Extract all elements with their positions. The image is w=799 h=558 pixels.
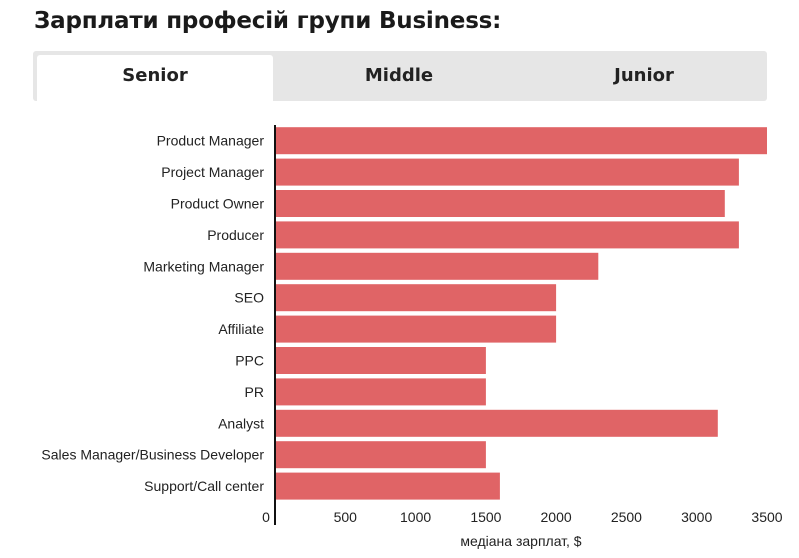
category-label-0: Product Manager	[157, 133, 265, 149]
category-label-2: Product Owner	[171, 196, 265, 212]
tab-bar: Senior Middle Junior	[33, 51, 767, 101]
page-title: Зарплати професій групи Business:	[34, 8, 502, 34]
x-tick-label-4: 2000	[541, 509, 572, 525]
bar-3	[275, 221, 739, 249]
category-label-6: Affiliate	[218, 321, 264, 337]
x-axis-label: медіана зарплат, $	[460, 533, 581, 549]
x-tick-label-2: 1000	[400, 509, 431, 525]
category-label-11: Support/Call center	[144, 478, 264, 494]
category-label-9: Analyst	[218, 415, 264, 431]
category-label-7: PPC	[235, 353, 264, 369]
tab-junior[interactable]: Junior	[614, 65, 674, 86]
tab-senior[interactable]: Senior	[37, 55, 273, 101]
bar-7	[275, 347, 486, 374]
bar-4	[275, 252, 599, 280]
bar-0	[275, 127, 767, 155]
x-tick-label-5: 2500	[611, 509, 642, 525]
x-tick-label-1: 500	[334, 509, 358, 525]
category-label-8: PR	[245, 384, 264, 400]
category-label-5: SEO	[234, 290, 264, 306]
bar-1	[275, 158, 739, 186]
bar-5	[275, 284, 557, 312]
x-tick-label-6: 3000	[681, 509, 712, 525]
category-label-1: Project Manager	[161, 164, 264, 180]
category-label-3: Producer	[207, 227, 264, 243]
bar-10	[275, 441, 486, 469]
x-tick-label-7: 3500	[751, 509, 782, 525]
x-tick-label-3: 1500	[470, 509, 501, 525]
bar-11	[275, 472, 500, 500]
x-tick-label-0: 0	[262, 509, 270, 525]
tab-middle[interactable]: Middle	[364, 65, 434, 86]
bar-2	[275, 190, 725, 217]
bar-6	[275, 315, 557, 343]
bar-9	[275, 409, 718, 437]
bar-8	[275, 378, 486, 406]
category-label-4: Marketing Manager	[143, 258, 264, 274]
category-label-10: Sales Manager/Business Developer	[41, 447, 264, 463]
